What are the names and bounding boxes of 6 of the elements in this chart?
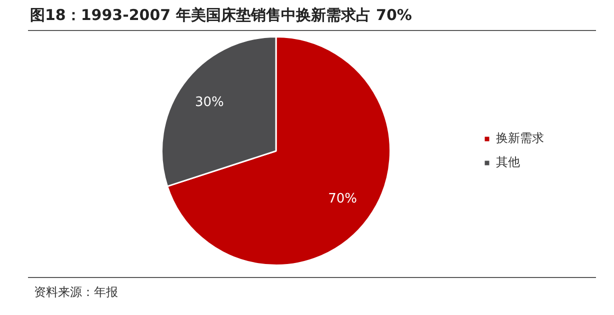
legend-label: 换新需求 (496, 131, 544, 146)
data-label: 70% (328, 192, 358, 207)
legend-label: 其他 (496, 155, 520, 170)
data-label: 30% (194, 95, 224, 110)
text: 资料来源：年报 (34, 284, 118, 301)
chart-title: 图18：1993-2007 年美国床垫销售中换新需求占 70% (30, 6, 412, 25)
